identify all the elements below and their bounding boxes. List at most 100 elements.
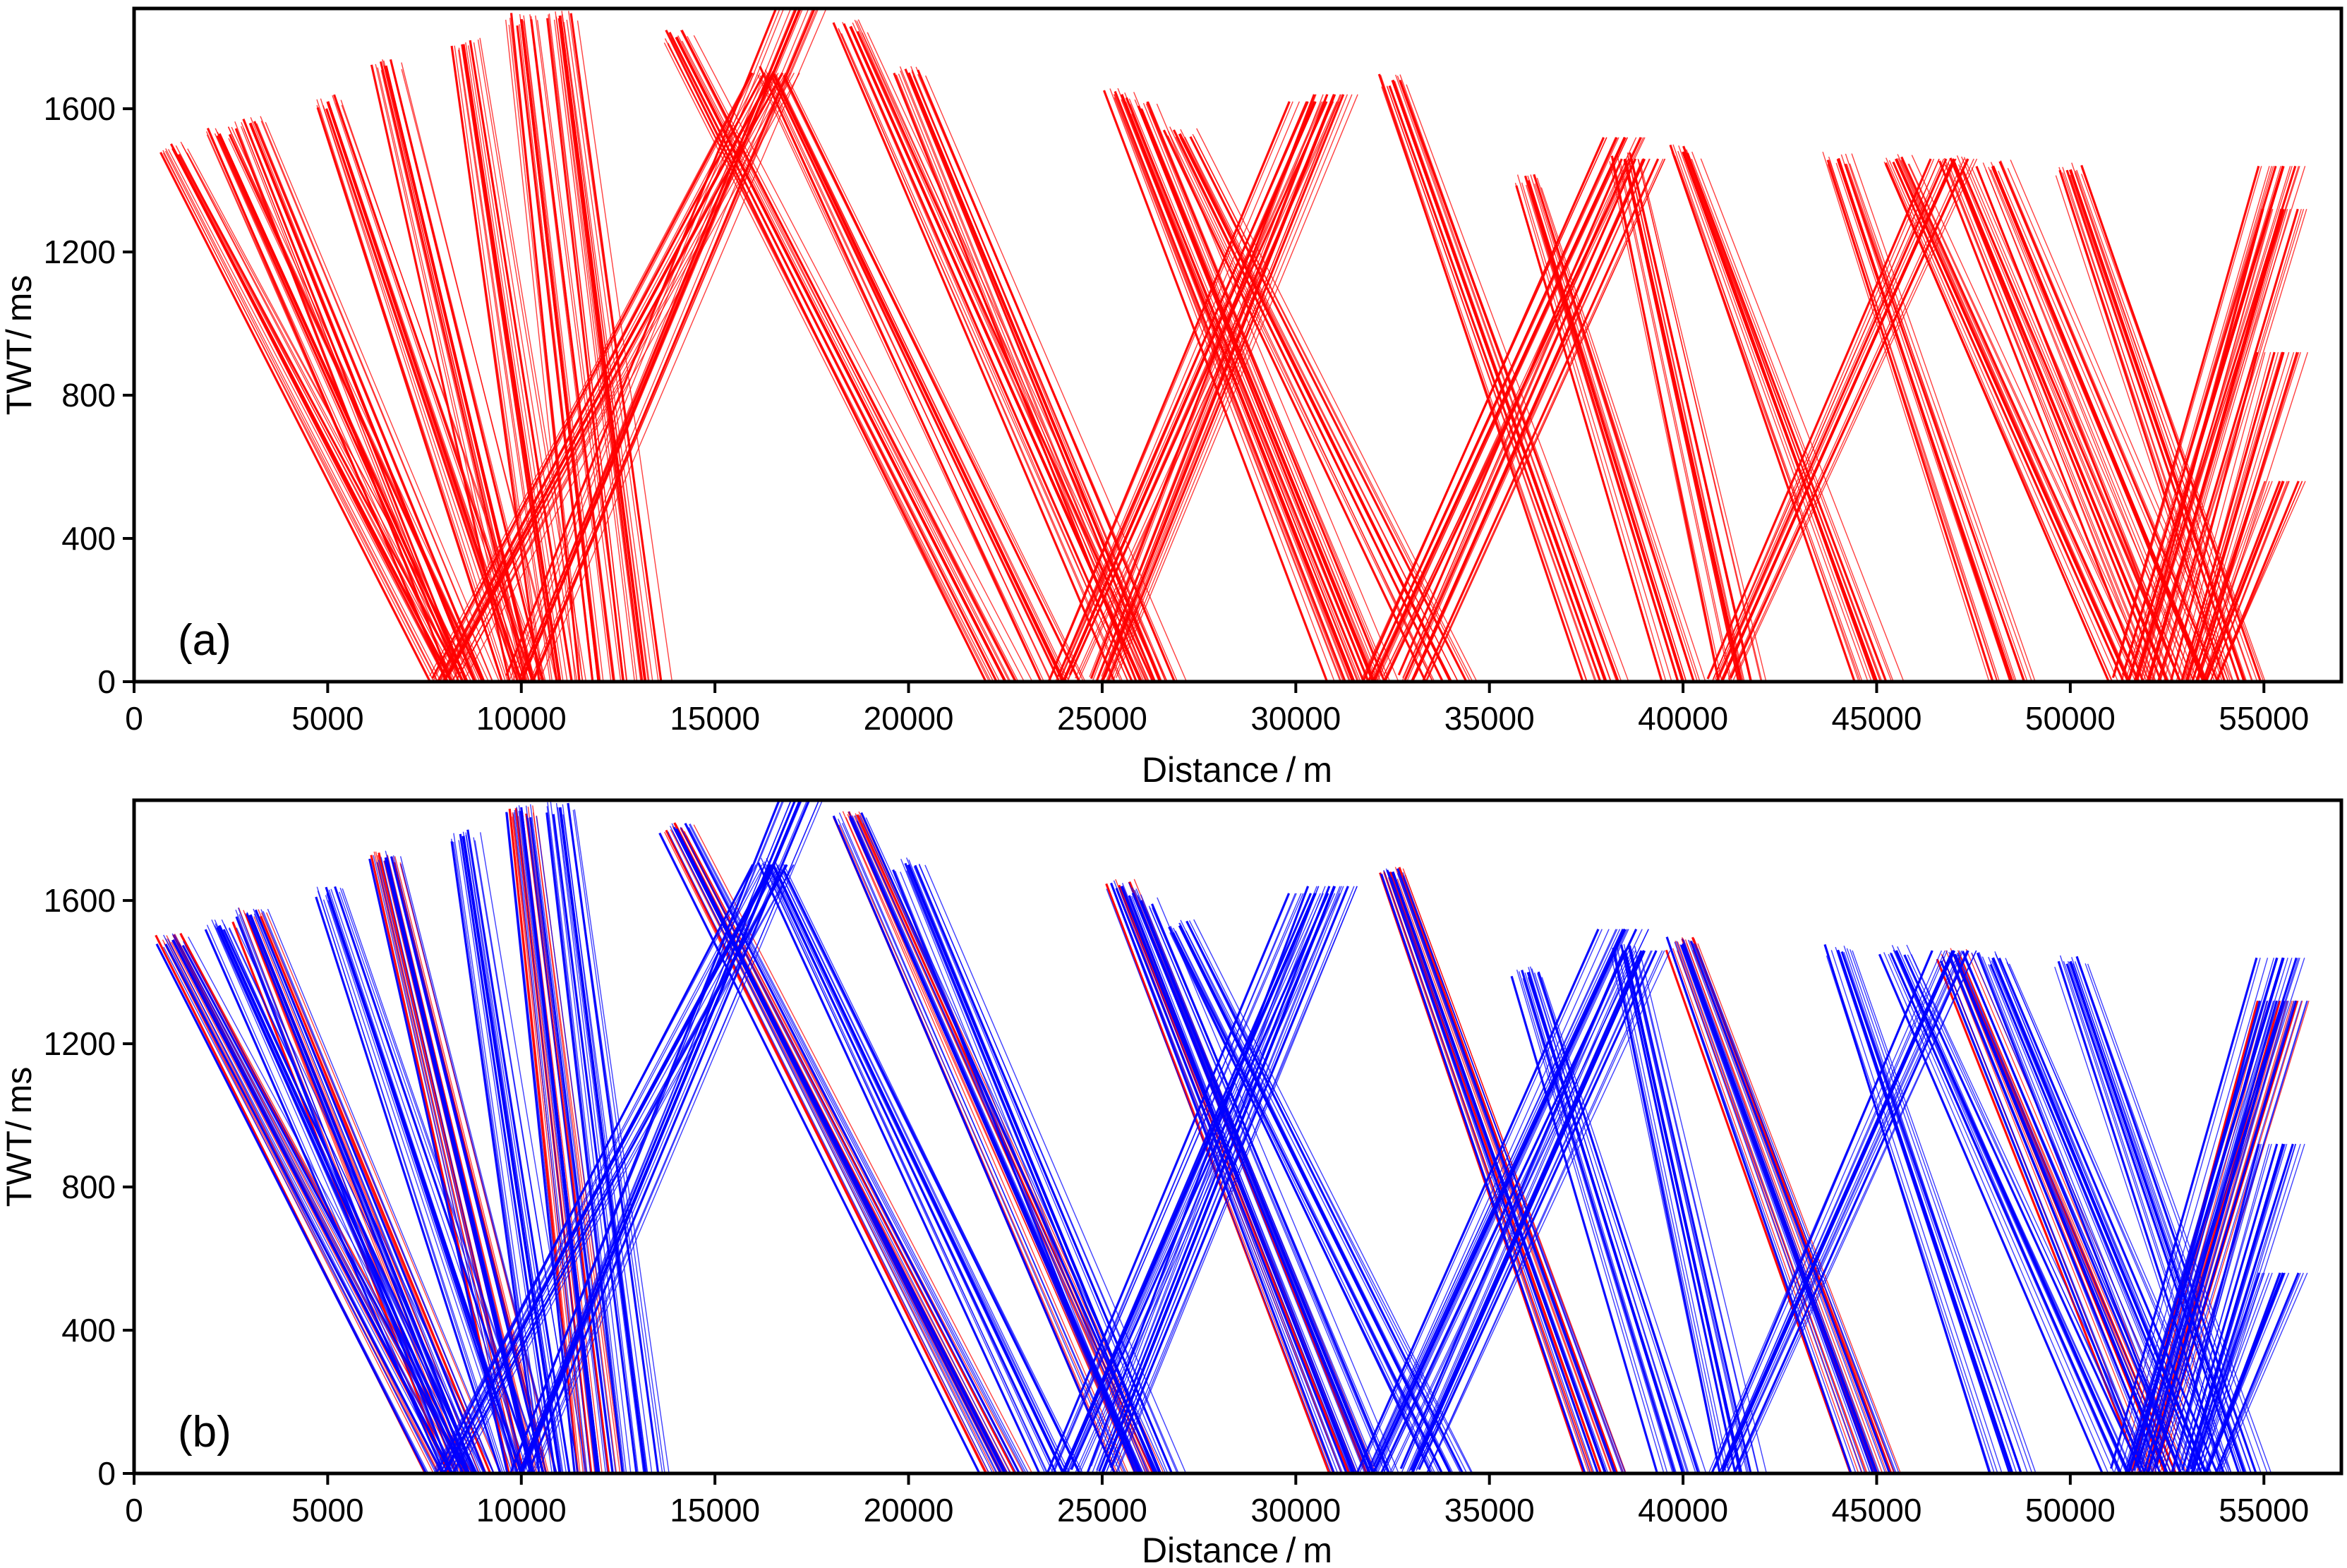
traveltime-line	[1516, 174, 1667, 682]
traveltime-line	[1942, 956, 2150, 1473]
traveltime-line	[1619, 162, 1732, 682]
traveltime-line	[689, 823, 1030, 1473]
traveltime-line	[1360, 137, 1607, 680]
traveltime-line	[516, 800, 792, 1473]
traveltime-line	[254, 909, 487, 1473]
traveltime-line	[842, 811, 1129, 1473]
series-a-0	[159, 8, 2308, 682]
traveltime-line	[1683, 939, 1881, 1473]
traveltime-line	[1125, 102, 1351, 682]
traveltime-line	[1665, 949, 1852, 1473]
traveltime-line	[1978, 171, 2185, 682]
traveltime-line	[1540, 187, 1706, 682]
traveltime-line	[1693, 943, 1897, 1473]
traveltime-line	[1615, 951, 1727, 1473]
traveltime-line	[1890, 953, 2123, 1473]
traveltime-line	[658, 832, 981, 1473]
y-ticks-b: 0 400 800 1200 1600	[44, 882, 134, 1492]
traveltime-line	[1054, 893, 1304, 1467]
traveltime-line	[766, 864, 1058, 1473]
traveltime-line	[672, 830, 997, 1473]
traveltime-main-line	[558, 807, 647, 1473]
traveltime-line	[457, 49, 551, 682]
traveltime-line	[1396, 879, 1612, 1473]
traveltime-line	[785, 79, 1085, 682]
traveltime-line	[914, 864, 1174, 1473]
traveltime-line	[2218, 481, 2306, 677]
traveltime-line	[263, 911, 495, 1473]
traveltime-line	[1947, 162, 2156, 682]
traveltime-line	[1129, 104, 1358, 682]
traveltime-line	[1726, 950, 1960, 1469]
traveltime-line	[1115, 888, 1348, 1473]
traveltime-line	[667, 831, 990, 1473]
traveltime-line	[546, 806, 625, 1473]
traveltime-main-line	[1411, 950, 1646, 1473]
traveltime-line	[568, 11, 663, 682]
traveltime-line	[1675, 155, 1863, 682]
traveltime-line	[1162, 129, 1427, 682]
traveltime-line	[2170, 1143, 2260, 1473]
traveltime-line	[1686, 943, 1883, 1473]
traveltime-line	[1670, 946, 1857, 1473]
traveltime-line	[1051, 893, 1297, 1473]
traveltime-main-line	[1526, 180, 1685, 682]
traveltime-line	[526, 800, 811, 1473]
y-axis-label-b: TWT/ ms	[0, 1067, 39, 1207]
traveltime-line	[1850, 949, 2033, 1473]
traveltime-line	[1900, 156, 2140, 682]
traveltime-line	[1828, 955, 1998, 1473]
traveltime-line	[1128, 114, 1354, 682]
traveltime-line	[1396, 868, 1617, 1473]
traveltime-line	[1826, 955, 1995, 1473]
traveltime-line	[1998, 957, 2219, 1473]
x-axis-label-b: Distance / m	[1142, 1531, 1332, 1568]
traveltime-line	[459, 833, 557, 1473]
traveltime-line	[2142, 1000, 2278, 1473]
traveltime-line	[2063, 960, 2232, 1473]
traveltime-line	[1380, 75, 1588, 682]
traveltime-line	[1049, 101, 1293, 682]
traveltime-line	[904, 862, 1157, 1473]
traveltime-line	[1535, 181, 1699, 682]
traveltime-main-line	[2204, 1272, 2285, 1473]
fan-a-0-22	[1514, 174, 1706, 682]
traveltime-line	[1402, 950, 1630, 1469]
traveltime-line	[674, 829, 1004, 1473]
traveltime-line	[2137, 1001, 2269, 1467]
traveltime-main-line	[171, 147, 453, 682]
traveltime-main-line	[771, 864, 1065, 1473]
traveltime-line	[248, 918, 473, 1473]
traveltime-line	[267, 908, 502, 1473]
traveltime-line	[1893, 949, 2128, 1473]
traveltime-line	[533, 812, 621, 1473]
fan-a-0-25	[1706, 158, 1978, 682]
traveltime-line	[2055, 175, 2223, 682]
traveltime-line	[1637, 158, 1763, 682]
traveltime-line	[1524, 175, 1679, 682]
traveltime-line	[265, 121, 500, 682]
fan-a-0-27	[1883, 154, 2154, 682]
traveltime-line	[157, 945, 429, 1473]
traveltime-line	[234, 128, 452, 682]
fan-a-0-32	[2133, 208, 2307, 682]
traveltime-line	[2215, 481, 2300, 682]
traveltime-line	[1090, 886, 1320, 1467]
traveltime-line	[1672, 948, 1859, 1473]
traveltime-line	[453, 833, 546, 1473]
traveltime-line	[1376, 929, 1629, 1473]
traveltime-line	[320, 98, 509, 682]
traveltime-line	[260, 121, 493, 682]
fan-b-1-26	[1823, 943, 2037, 1473]
traveltime-line	[664, 831, 988, 1473]
traveltime-line	[1940, 960, 2146, 1473]
traveltime-line	[2209, 481, 2290, 682]
traveltime-line	[1152, 907, 1393, 1473]
traveltime-line	[1541, 977, 1707, 1473]
traveltime-line	[533, 800, 820, 1473]
traveltime-main-line	[1411, 158, 1646, 682]
traveltime-line	[1046, 893, 1291, 1473]
traveltime-line	[239, 914, 459, 1473]
fan-b-1-11	[757, 857, 1084, 1473]
traveltime-line	[532, 8, 819, 682]
